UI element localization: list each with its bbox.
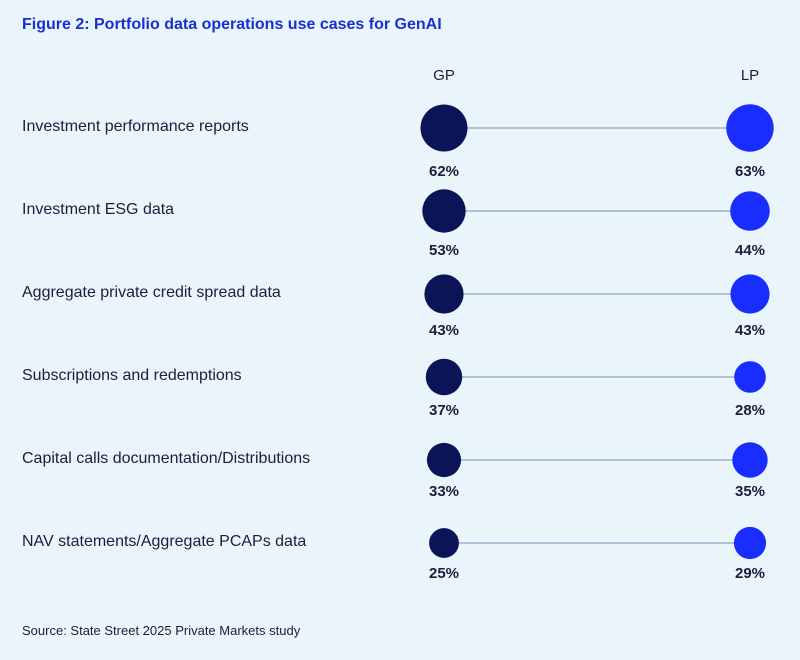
- lp-bubble: [726, 104, 774, 152]
- row-label: Subscriptions and redemptions: [22, 367, 242, 384]
- lp-value-label: 28%: [735, 402, 765, 419]
- row-label: Capital calls documentation/Distribution…: [22, 450, 311, 467]
- gp-bubble: [425, 358, 463, 396]
- row-label: Investment performance reports: [22, 118, 249, 135]
- gp-value-label: 37%: [429, 402, 459, 419]
- gp-bubble: [424, 274, 464, 314]
- source-note: Source: State Street 2025 Private Market…: [22, 623, 301, 638]
- chart-title: Figure 2: Portfolio data operations use …: [22, 16, 442, 33]
- gp-bubble: [426, 442, 462, 478]
- lp-column-header: LP: [740, 67, 760, 84]
- lp-bubble: [733, 526, 767, 560]
- gp-bubble: [422, 189, 466, 233]
- gp-value-label: 62%: [429, 163, 459, 180]
- lp-value-label: 44%: [735, 242, 765, 259]
- lp-value-label: 43%: [735, 322, 765, 339]
- lp-bubble: [730, 274, 770, 314]
- gp-bubble: [420, 104, 468, 152]
- lp-value-label: 63%: [735, 163, 765, 180]
- lp-bubble: [730, 191, 770, 231]
- gp-value-label: 53%: [429, 242, 459, 259]
- gp-value-label: 43%: [429, 322, 459, 339]
- row-label: Investment ESG data: [22, 201, 175, 218]
- lp-value-label: 35%: [735, 483, 765, 500]
- gp-value-label: 25%: [429, 565, 459, 582]
- lp-bubble: [732, 442, 768, 478]
- lp-value-label: 29%: [735, 565, 765, 582]
- gp-column-header: GP: [433, 67, 455, 84]
- gp-value-label: 33%: [429, 483, 459, 500]
- row-label: NAV statements/Aggregate PCAPs data: [22, 533, 307, 550]
- row-label: Aggregate private credit spread data: [22, 284, 281, 301]
- gp-bubble: [429, 528, 459, 558]
- lp-bubble: [734, 361, 766, 393]
